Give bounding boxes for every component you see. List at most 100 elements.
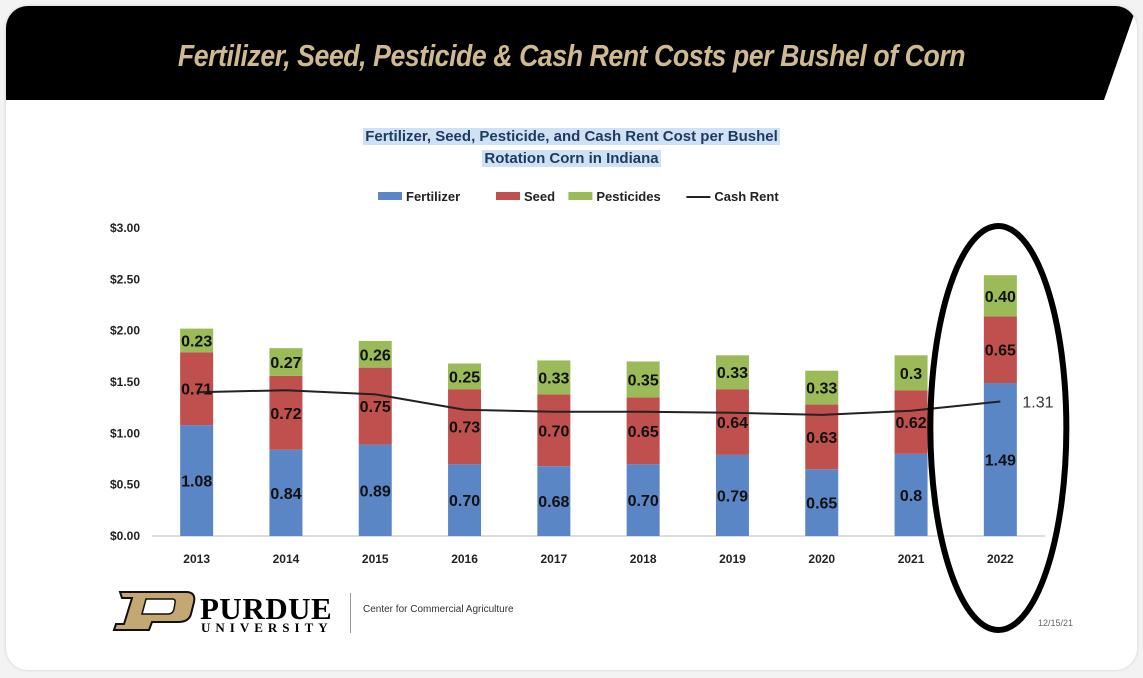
bar-seed-2021 (894, 390, 928, 454)
bar-seed-2019 (715, 389, 749, 455)
bar-pesticides-2013 (180, 328, 214, 353)
data-label-fertilizer: 0.84 (270, 486, 301, 503)
data-label-fertilizer: 0.65 (806, 496, 837, 513)
bar-pesticides-2022 (983, 275, 1017, 317)
data-label-seed: 0.64 (717, 415, 748, 432)
data-label-fertilizer: 0.89 (360, 483, 391, 500)
data-label-pesticides: 0.33 (806, 381, 837, 398)
legend-swatch-pesticides (568, 192, 593, 200)
y-tick-label: $1.50 (110, 375, 140, 389)
bar-fertilizer-2013 (180, 425, 214, 536)
chart-title-line2: Rotation Corn in Indiana (0, 150, 1143, 167)
y-tick-label: $2.00 (110, 324, 140, 338)
x-tick-label: 2017 (540, 552, 567, 566)
bar-seed-2016 (448, 389, 482, 465)
legend-label-pesticides: Pesticides (596, 189, 660, 204)
legend-swatch-seed (496, 192, 520, 200)
data-label-seed: 0.73 (449, 420, 480, 437)
banner: Fertilizer, Seed, Pesticide & Cash Rent … (6, 6, 1137, 100)
bar-pesticides-2020 (805, 370, 839, 405)
bar-fertilizer-2015 (358, 444, 392, 536)
x-tick-label: 2013 (183, 552, 210, 566)
purdue-university-label: UNIVERSITY (201, 620, 333, 635)
data-label-fertilizer: 1.49 (985, 453, 1016, 470)
data-label-pesticides: 0.3 (900, 366, 922, 383)
data-label-fertilizer: 0.68 (538, 494, 569, 511)
data-label-seed: 0.70 (538, 423, 569, 440)
data-label-seed: 0.71 (181, 382, 212, 399)
chart-title-line1-text: Fertilizer, Seed, Pesticide, and Cash Re… (363, 128, 780, 145)
legend-label-cash-rent: Cash Rent (714, 189, 779, 204)
chart-title-line1: Fertilizer, Seed, Pesticide, and Cash Re… (0, 128, 1143, 145)
data-label-seed: 0.65 (985, 343, 1016, 360)
data-label-fertilizer: 0.8 (900, 488, 922, 505)
bar-fertilizer-2020 (805, 469, 839, 536)
chart-title-line2-text: Rotation Corn in Indiana (482, 150, 661, 167)
bar-pesticides-2016 (448, 363, 482, 390)
data-label-seed: 0.63 (806, 430, 837, 447)
bar-pesticides-2018 (626, 361, 660, 398)
data-label-pesticides: 0.33 (717, 365, 748, 382)
bar-seed-2017 (537, 394, 571, 467)
data-label-fertilizer: 1.08 (181, 474, 212, 491)
purdue-wordmark: PURDUE (200, 591, 333, 626)
bar-fertilizer-2022 (983, 383, 1017, 536)
bar-seed-2018 (626, 397, 660, 465)
bar-fertilizer-2021 (894, 453, 928, 536)
x-tick-label: 2021 (898, 552, 925, 566)
bar-fertilizer-2017 (537, 466, 571, 536)
bar-pesticides-2021 (894, 355, 928, 391)
bar-fertilizer-2016 (448, 464, 482, 536)
data-label-pesticides: 0.33 (538, 370, 569, 387)
data-label-pesticides: 0.40 (985, 289, 1016, 306)
bar-seed-2015 (358, 367, 392, 445)
highlight-ellipse-2022 (927, 223, 1070, 633)
data-label-fertilizer: 0.70 (628, 493, 659, 510)
legend-label-fertilizer: Fertilizer (406, 189, 460, 204)
x-tick-label: 2020 (808, 552, 835, 566)
banner-title: Fertilizer, Seed, Pesticide & Cash Rent … (177, 38, 966, 73)
data-label-seed: 0.65 (628, 424, 659, 441)
slide-date: 12/15/21 (1038, 618, 1074, 628)
x-tick-label: 2019 (719, 552, 746, 566)
purdue-logo-mark (112, 591, 196, 631)
y-tick-label: $0.00 (110, 529, 140, 543)
data-label-cash-rent: 1.31 (1022, 395, 1053, 412)
center-name: Center for Commercial Agriculture (363, 604, 514, 615)
y-tick-label: $1.00 (110, 426, 140, 440)
data-label-seed: 0.75 (360, 399, 391, 416)
bar-seed-2013 (180, 352, 214, 426)
y-tick-label: $0.50 (110, 478, 140, 492)
x-tick-label: 2015 (362, 552, 389, 566)
bar-seed-2014 (269, 375, 303, 450)
bar-fertilizer-2014 (269, 449, 303, 536)
bar-pesticides-2015 (358, 340, 392, 368)
data-label-pesticides: 0.35 (628, 372, 659, 389)
bar-pesticides-2014 (269, 348, 303, 376)
data-label-seed: 0.62 (895, 415, 926, 432)
bar-fertilizer-2019 (715, 454, 749, 536)
legend-swatch-fertilizer (378, 192, 402, 200)
legend-label-seed: Seed (524, 189, 555, 204)
x-tick-label: 2014 (273, 552, 300, 566)
y-tick-label: $3.00 (110, 221, 140, 235)
bar-pesticides-2017 (537, 360, 571, 395)
x-tick-label: 2018 (630, 552, 657, 566)
data-label-fertilizer: 0.79 (717, 488, 748, 505)
data-label-fertilizer: 0.70 (449, 493, 480, 510)
data-label-pesticides: 0.27 (270, 355, 301, 372)
footer-divider (350, 593, 351, 633)
banner-shape (6, 6, 1137, 100)
y-tick-label: $2.50 (110, 272, 140, 286)
data-label-pesticides: 0.26 (360, 347, 391, 364)
x-tick-label: 2016 (451, 552, 478, 566)
bar-fertilizer-2018 (626, 464, 660, 536)
bar-pesticides-2019 (715, 355, 749, 390)
data-label-pesticides: 0.25 (449, 369, 480, 386)
x-tick-label: 2022 (987, 552, 1014, 566)
bar-seed-2022 (983, 316, 1017, 384)
data-label-pesticides: 0.23 (181, 333, 212, 350)
data-label-seed: 0.72 (270, 406, 301, 423)
cash-rent-line (196, 389, 1001, 416)
